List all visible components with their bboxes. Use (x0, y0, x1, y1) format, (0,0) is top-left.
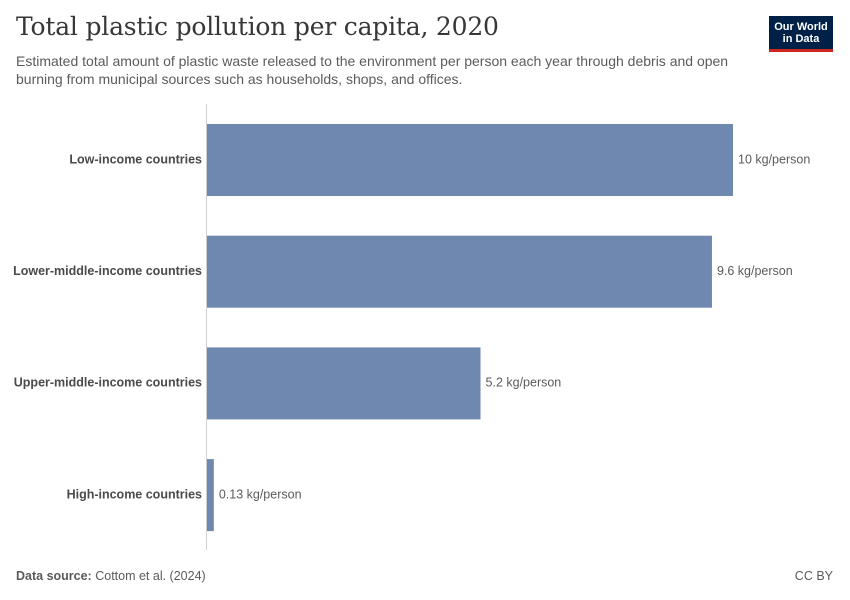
data-source: Data source: Cottom et al. (2024) (16, 569, 206, 583)
category-label: Low-income countries (69, 152, 202, 166)
bar[interactable] (207, 124, 733, 196)
bar-chart: Low-income countries 10 kg/person Lower-mi… (13, 104, 810, 550)
category-label: Upper-middle-income countries (14, 376, 202, 390)
category-label: Lower-middle-income countries (13, 264, 202, 278)
bar[interactable] (207, 459, 214, 532)
value-label: 5.2 kg/person (486, 376, 562, 390)
value-label: 0.13 kg/person (219, 487, 302, 501)
chart-title: Total plastic pollution per capita, 2020 (16, 12, 499, 41)
bar[interactable] (207, 235, 712, 308)
value-label: 9.6 kg/person (717, 264, 793, 278)
owid-logo[interactable]: Our World in Data (769, 16, 833, 52)
category-label: High-income countries (67, 487, 202, 501)
bar[interactable] (207, 347, 481, 420)
license[interactable]: CC BY (794, 569, 833, 583)
value-label: 10 kg/person (738, 152, 810, 166)
data-source-label: Data source: (16, 569, 92, 583)
logo-line-2: in Data (782, 33, 820, 45)
data-source-value[interactable]: Cottom et al. (2024) (95, 569, 206, 583)
logo-line-1: Our World (774, 21, 828, 33)
chart-subtitle: Estimated total amount of plastic waste … (16, 53, 729, 87)
